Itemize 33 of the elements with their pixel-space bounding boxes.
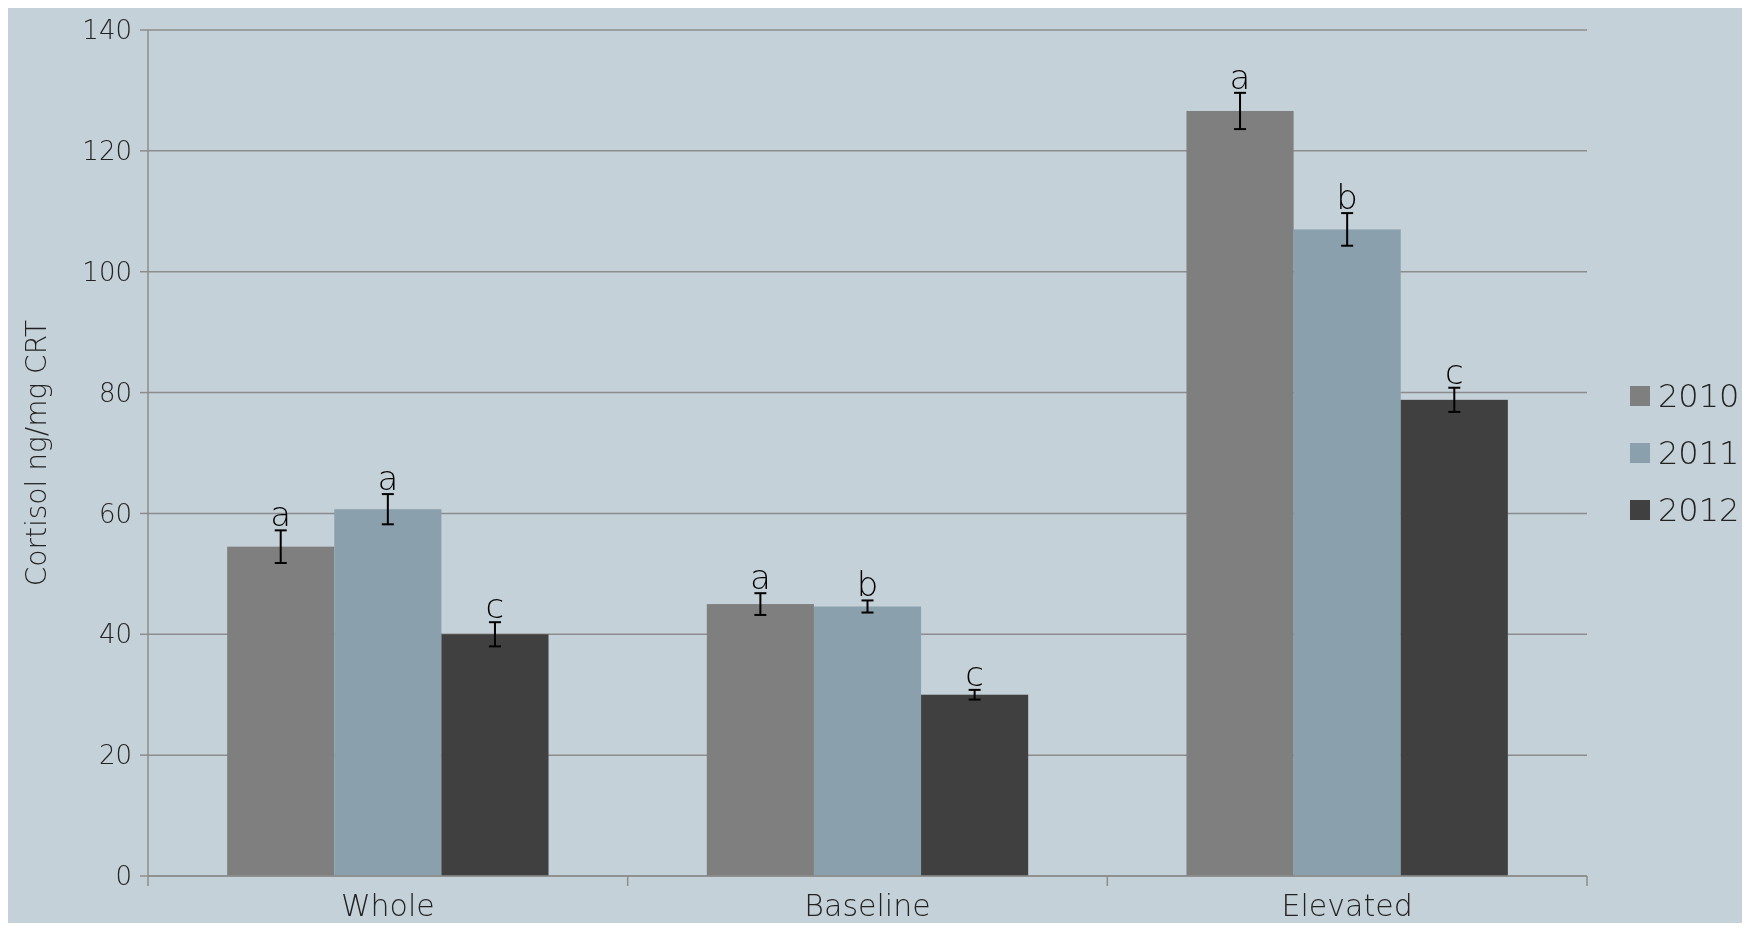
annotation: a — [270, 494, 292, 535]
y-tick-label: 140 — [82, 15, 132, 46]
annotation: b — [856, 564, 879, 605]
y-tick-label: 60 — [98, 498, 132, 529]
x-tick-label: Baseline — [804, 888, 931, 923]
annotation: a — [749, 557, 771, 598]
legend-label: 2010 — [1658, 377, 1740, 416]
bar — [921, 694, 1029, 876]
bar — [334, 509, 442, 876]
x-tick-label: Elevated — [1281, 888, 1413, 923]
y-tick-label: 80 — [98, 377, 132, 408]
y-tick-label: 120 — [82, 135, 132, 166]
bar — [227, 546, 335, 876]
annotation: a — [377, 458, 399, 499]
bar — [1186, 110, 1294, 876]
y-axis-title: Cortisol ng/mg CRT — [20, 319, 53, 587]
annotation: b — [1336, 177, 1358, 218]
y-tick-label: 0 — [115, 861, 132, 892]
annotation: a — [1229, 56, 1251, 97]
annotation: c — [485, 586, 505, 627]
annotation: c — [965, 653, 984, 694]
legend-label: 2011 — [1658, 434, 1740, 473]
y-tick-label: 20 — [98, 740, 132, 771]
y-tick-label: 40 — [98, 619, 132, 650]
x-tick-label: Whole — [340, 888, 435, 923]
annotation: c — [1444, 351, 1464, 392]
y-tick-label: 100 — [82, 256, 132, 287]
bar — [1400, 399, 1508, 876]
bar — [813, 606, 922, 876]
legend-label: 2012 — [1658, 491, 1740, 530]
bar — [441, 634, 549, 876]
bar — [1293, 229, 1401, 876]
bar — [706, 604, 814, 876]
